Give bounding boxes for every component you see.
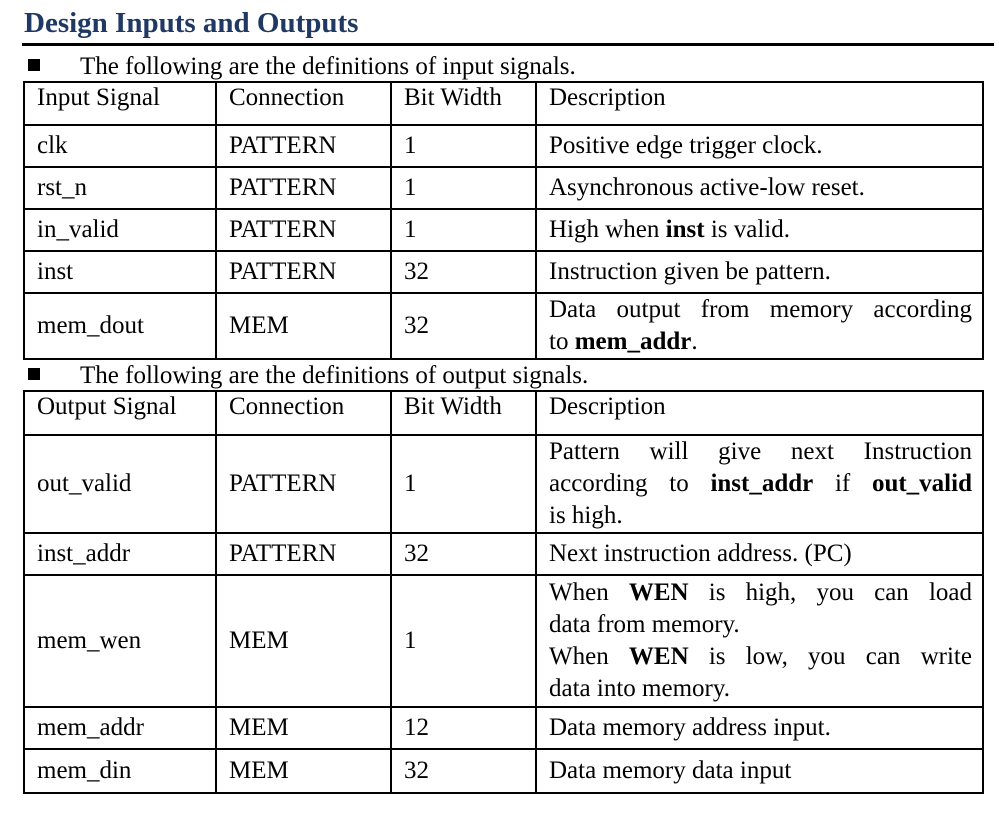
section-title: Design Inputs and Outputs bbox=[24, 7, 359, 39]
description-text: is low, you can write bbox=[688, 643, 972, 670]
table-row: mem_wen MEM 1 When WEN is high, you can … bbox=[23, 574, 984, 708]
connection-cell: PATTERN bbox=[215, 166, 392, 210]
connection-cell: MEM bbox=[215, 574, 392, 708]
description-line: according to inst_addr if out_valid bbox=[549, 468, 972, 500]
connection-cell: PATTERN bbox=[215, 124, 392, 168]
width-cell: 1 bbox=[390, 434, 537, 534]
output-intro-text: The following are the definitions of out… bbox=[80, 362, 589, 389]
input-intro-text: The following are the definitions of inp… bbox=[80, 53, 576, 80]
table-row: clk PATTERN 1 Positive edge trigger cloc… bbox=[23, 124, 984, 168]
signal-cell: mem_dout bbox=[23, 292, 217, 360]
description-bold-text: inst bbox=[665, 216, 705, 243]
description-bold-text: inst_addr bbox=[710, 470, 814, 497]
description-bold-text: out_valid bbox=[871, 470, 972, 497]
square-bullet-icon bbox=[28, 368, 40, 380]
table-header-row: Output Signal Connection Bit Width Descr… bbox=[23, 390, 984, 436]
description-cell: Pattern will give next Instruction accor… bbox=[535, 434, 984, 534]
connection-cell: MEM bbox=[215, 292, 392, 360]
width-cell: 1 bbox=[390, 574, 537, 708]
description-cell: Next instruction address. (PC) bbox=[535, 532, 984, 576]
description-text: is valid. bbox=[704, 216, 790, 243]
header-cell: Bit Width bbox=[390, 390, 537, 436]
width-cell: 32 bbox=[390, 250, 537, 294]
description-line: Pattern will give next Instruction bbox=[549, 438, 972, 465]
description-bold-text: mem_addr bbox=[574, 328, 692, 355]
description-text: . bbox=[691, 328, 698, 355]
table-row: out_valid PATTERN 1 Pattern will give ne… bbox=[23, 434, 984, 534]
connection-cell: PATTERN bbox=[215, 434, 392, 534]
description-bold-text: WEN bbox=[628, 643, 689, 670]
connection-cell: PATTERN bbox=[215, 532, 392, 576]
description-cell: Data memory address input. bbox=[535, 706, 984, 750]
description-cell: Instruction given be pattern. bbox=[535, 250, 984, 294]
connection-cell: MEM bbox=[215, 748, 392, 794]
signal-cell: out_valid bbox=[23, 434, 217, 534]
width-cell: 32 bbox=[390, 532, 537, 576]
table-row: inst_addr PATTERN 32 Next instruction ad… bbox=[23, 532, 984, 576]
table-row: in_valid PATTERN 1 High when inst is val… bbox=[23, 208, 984, 252]
header-cell: Bit Width bbox=[390, 81, 537, 126]
connection-cell: PATTERN bbox=[215, 250, 392, 294]
output-intro: The following are the definitions of out… bbox=[28, 361, 588, 391]
heading-underline bbox=[22, 43, 994, 46]
description-cell: Positive edge trigger clock. bbox=[535, 124, 984, 168]
header-cell: Connection bbox=[215, 81, 392, 126]
description-bold-text: WEN bbox=[628, 579, 689, 606]
description-line: data from memory. bbox=[549, 611, 740, 638]
signal-cell: in_valid bbox=[23, 208, 217, 252]
connection-cell: PATTERN bbox=[215, 208, 392, 252]
signal-cell: mem_wen bbox=[23, 574, 217, 708]
description-text: if bbox=[813, 470, 872, 497]
width-cell: 1 bbox=[390, 166, 537, 210]
description-text: to bbox=[549, 328, 575, 355]
table-row: mem_dout MEM 32 Data output from memory … bbox=[23, 292, 984, 360]
description-text: When bbox=[549, 643, 629, 670]
description-text: is high, you can load bbox=[688, 579, 972, 606]
connection-cell: MEM bbox=[215, 706, 392, 750]
square-bullet-icon bbox=[28, 59, 40, 71]
description-line: When WEN is high, you can load bbox=[549, 577, 972, 609]
table-row: inst PATTERN 32 Instruction given be pat… bbox=[23, 250, 984, 294]
input-signals-table: Input Signal Connection Bit Width Descri… bbox=[23, 81, 984, 360]
description-cell: High when inst is valid. bbox=[535, 208, 984, 252]
header-cell: Description bbox=[535, 81, 984, 126]
output-signals-table: Output Signal Connection Bit Width Descr… bbox=[23, 390, 984, 794]
table-header-row: Input Signal Connection Bit Width Descri… bbox=[23, 81, 984, 126]
width-cell: 32 bbox=[390, 748, 537, 794]
table-row: mem_din MEM 32 Data memory data input bbox=[23, 748, 984, 794]
header-cell: Input Signal bbox=[23, 81, 217, 126]
description-cell: Asynchronous active-low reset. bbox=[535, 166, 984, 210]
header-cell: Description bbox=[535, 390, 984, 436]
signal-cell: mem_addr bbox=[23, 706, 217, 750]
signal-cell: inst_addr bbox=[23, 532, 217, 576]
signal-cell: clk bbox=[23, 124, 217, 168]
signal-cell: rst_n bbox=[23, 166, 217, 210]
description-text: High when bbox=[549, 216, 666, 243]
width-cell: 1 bbox=[390, 208, 537, 252]
description-line: When WEN is low, you can write bbox=[549, 641, 972, 673]
description-text: When bbox=[549, 579, 629, 606]
header-cell: Output Signal bbox=[23, 390, 217, 436]
table-row: mem_addr MEM 12 Data memory address inpu… bbox=[23, 706, 984, 750]
width-cell: 12 bbox=[390, 706, 537, 750]
description-text: according to bbox=[549, 470, 711, 497]
description-line: to mem_addr. bbox=[549, 326, 972, 358]
description-line: is high. bbox=[549, 502, 623, 529]
description-cell: Data memory data input bbox=[535, 748, 984, 794]
width-cell: 32 bbox=[390, 292, 537, 360]
width-cell: 1 bbox=[390, 124, 537, 168]
table-row: rst_n PATTERN 1 Asynchronous active-low … bbox=[23, 166, 984, 210]
description-cell: When WEN is high, you can load data from… bbox=[535, 574, 984, 708]
description-line: data into memory. bbox=[549, 675, 730, 702]
signal-cell: inst bbox=[23, 250, 217, 294]
input-intro: The following are the definitions of inp… bbox=[28, 52, 576, 82]
description-cell: Data output from memory according to mem… bbox=[535, 292, 984, 360]
description-line: Data output from memory according bbox=[549, 296, 972, 323]
signal-cell: mem_din bbox=[23, 748, 217, 794]
header-cell: Connection bbox=[215, 390, 392, 436]
